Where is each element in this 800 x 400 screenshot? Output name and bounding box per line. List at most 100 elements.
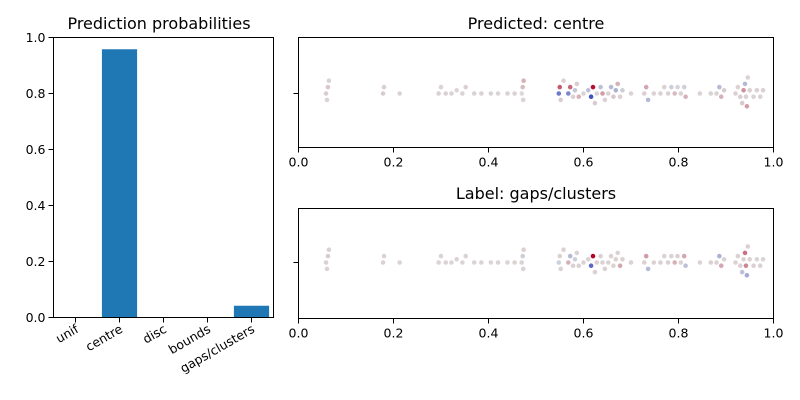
data-point xyxy=(716,253,723,259)
data-point xyxy=(628,259,634,266)
bar-y-tick-label: 0.8 xyxy=(26,86,46,101)
data-point xyxy=(641,90,648,97)
data-point xyxy=(504,90,511,97)
data-point xyxy=(608,84,614,90)
data-point xyxy=(628,90,634,97)
data-point xyxy=(325,253,331,259)
data-point xyxy=(599,259,606,266)
data-point xyxy=(744,272,750,279)
data-point xyxy=(462,253,469,259)
bar-y-axis: 0.0 0.2 0.4 0.6 0.8 1.0 xyxy=(26,30,54,325)
data-point xyxy=(520,77,527,84)
data-point xyxy=(750,93,757,100)
bar-y-tick-label: 1.0 xyxy=(26,30,46,45)
data-point xyxy=(643,253,650,259)
x-tick-label: 1.0 xyxy=(764,155,784,170)
data-point xyxy=(610,262,617,269)
data-point xyxy=(732,259,739,266)
data-point xyxy=(438,84,444,90)
data-point xyxy=(565,259,572,266)
data-point xyxy=(696,259,703,266)
data-point xyxy=(665,259,671,266)
data-point xyxy=(325,246,332,253)
predicted-plot-title: Predicted: centre xyxy=(468,14,605,33)
data-point xyxy=(592,100,598,106)
data-point xyxy=(744,103,750,110)
data-point xyxy=(519,253,526,259)
data-point xyxy=(590,84,596,90)
data-point xyxy=(520,246,527,253)
data-point xyxy=(674,84,681,90)
data-point xyxy=(557,265,564,272)
data-point xyxy=(716,84,723,90)
data-point xyxy=(734,253,741,259)
data-point xyxy=(619,87,626,94)
data-point xyxy=(696,90,703,97)
data-point xyxy=(643,84,650,90)
data-point xyxy=(753,87,760,94)
data-point xyxy=(681,253,688,259)
data-point xyxy=(396,259,403,266)
data-point xyxy=(739,100,746,106)
data-point xyxy=(742,249,748,256)
data-point xyxy=(650,90,657,97)
data-point xyxy=(511,90,518,97)
data-point xyxy=(565,90,572,97)
data-point xyxy=(645,265,651,272)
data-point xyxy=(671,90,678,97)
data-point xyxy=(732,90,739,97)
data-point xyxy=(599,90,606,97)
x-tick-label: 0.4 xyxy=(479,326,499,341)
data-point xyxy=(739,269,746,275)
bar-y-tick-label: 0.6 xyxy=(26,142,46,157)
data-point xyxy=(520,97,527,103)
data-point xyxy=(707,259,714,266)
data-point xyxy=(556,84,563,90)
label-x-axis: 0.0 0.2 0.4 0.6 0.8 1.0 xyxy=(289,318,783,341)
data-point xyxy=(619,256,626,263)
data-point xyxy=(657,90,664,97)
data-point xyxy=(462,84,469,90)
data-point xyxy=(677,90,684,97)
data-point xyxy=(757,93,764,100)
data-point xyxy=(605,90,612,97)
bar-x-tick-label: unif xyxy=(53,321,82,346)
data-point xyxy=(608,253,614,259)
data-point xyxy=(757,262,764,269)
data-point xyxy=(661,253,668,259)
data-point xyxy=(742,81,748,87)
data-point xyxy=(713,90,720,97)
data-point xyxy=(682,93,689,100)
data-point xyxy=(381,84,387,90)
data-point xyxy=(605,259,612,266)
data-point xyxy=(324,97,330,103)
data-point xyxy=(610,93,617,100)
data-point xyxy=(435,90,442,97)
data-point xyxy=(557,97,564,103)
data-point xyxy=(471,90,478,97)
data-point xyxy=(614,81,621,87)
data-point xyxy=(671,259,678,266)
data-point xyxy=(518,259,525,266)
data-point xyxy=(448,259,455,266)
data-point xyxy=(617,262,623,269)
data-point xyxy=(707,90,714,97)
data-point xyxy=(442,259,449,266)
x-tick-label: 0.0 xyxy=(289,155,309,170)
data-point xyxy=(560,77,567,84)
x-tick-label: 0.8 xyxy=(669,326,689,341)
x-tick-label: 0.0 xyxy=(289,326,309,341)
data-point xyxy=(681,84,688,90)
data-point xyxy=(573,249,580,256)
prediction-probabilities-chart: Prediction probabilities 0.0 0.2 0.4 0.6 0.8… xyxy=(26,14,274,376)
data-point xyxy=(718,93,725,100)
data-point xyxy=(575,262,582,269)
data-point xyxy=(442,90,449,97)
data-point xyxy=(570,262,576,269)
data-point xyxy=(737,93,744,100)
label-points xyxy=(323,243,766,279)
data-point xyxy=(573,81,580,87)
data-point xyxy=(645,97,651,103)
